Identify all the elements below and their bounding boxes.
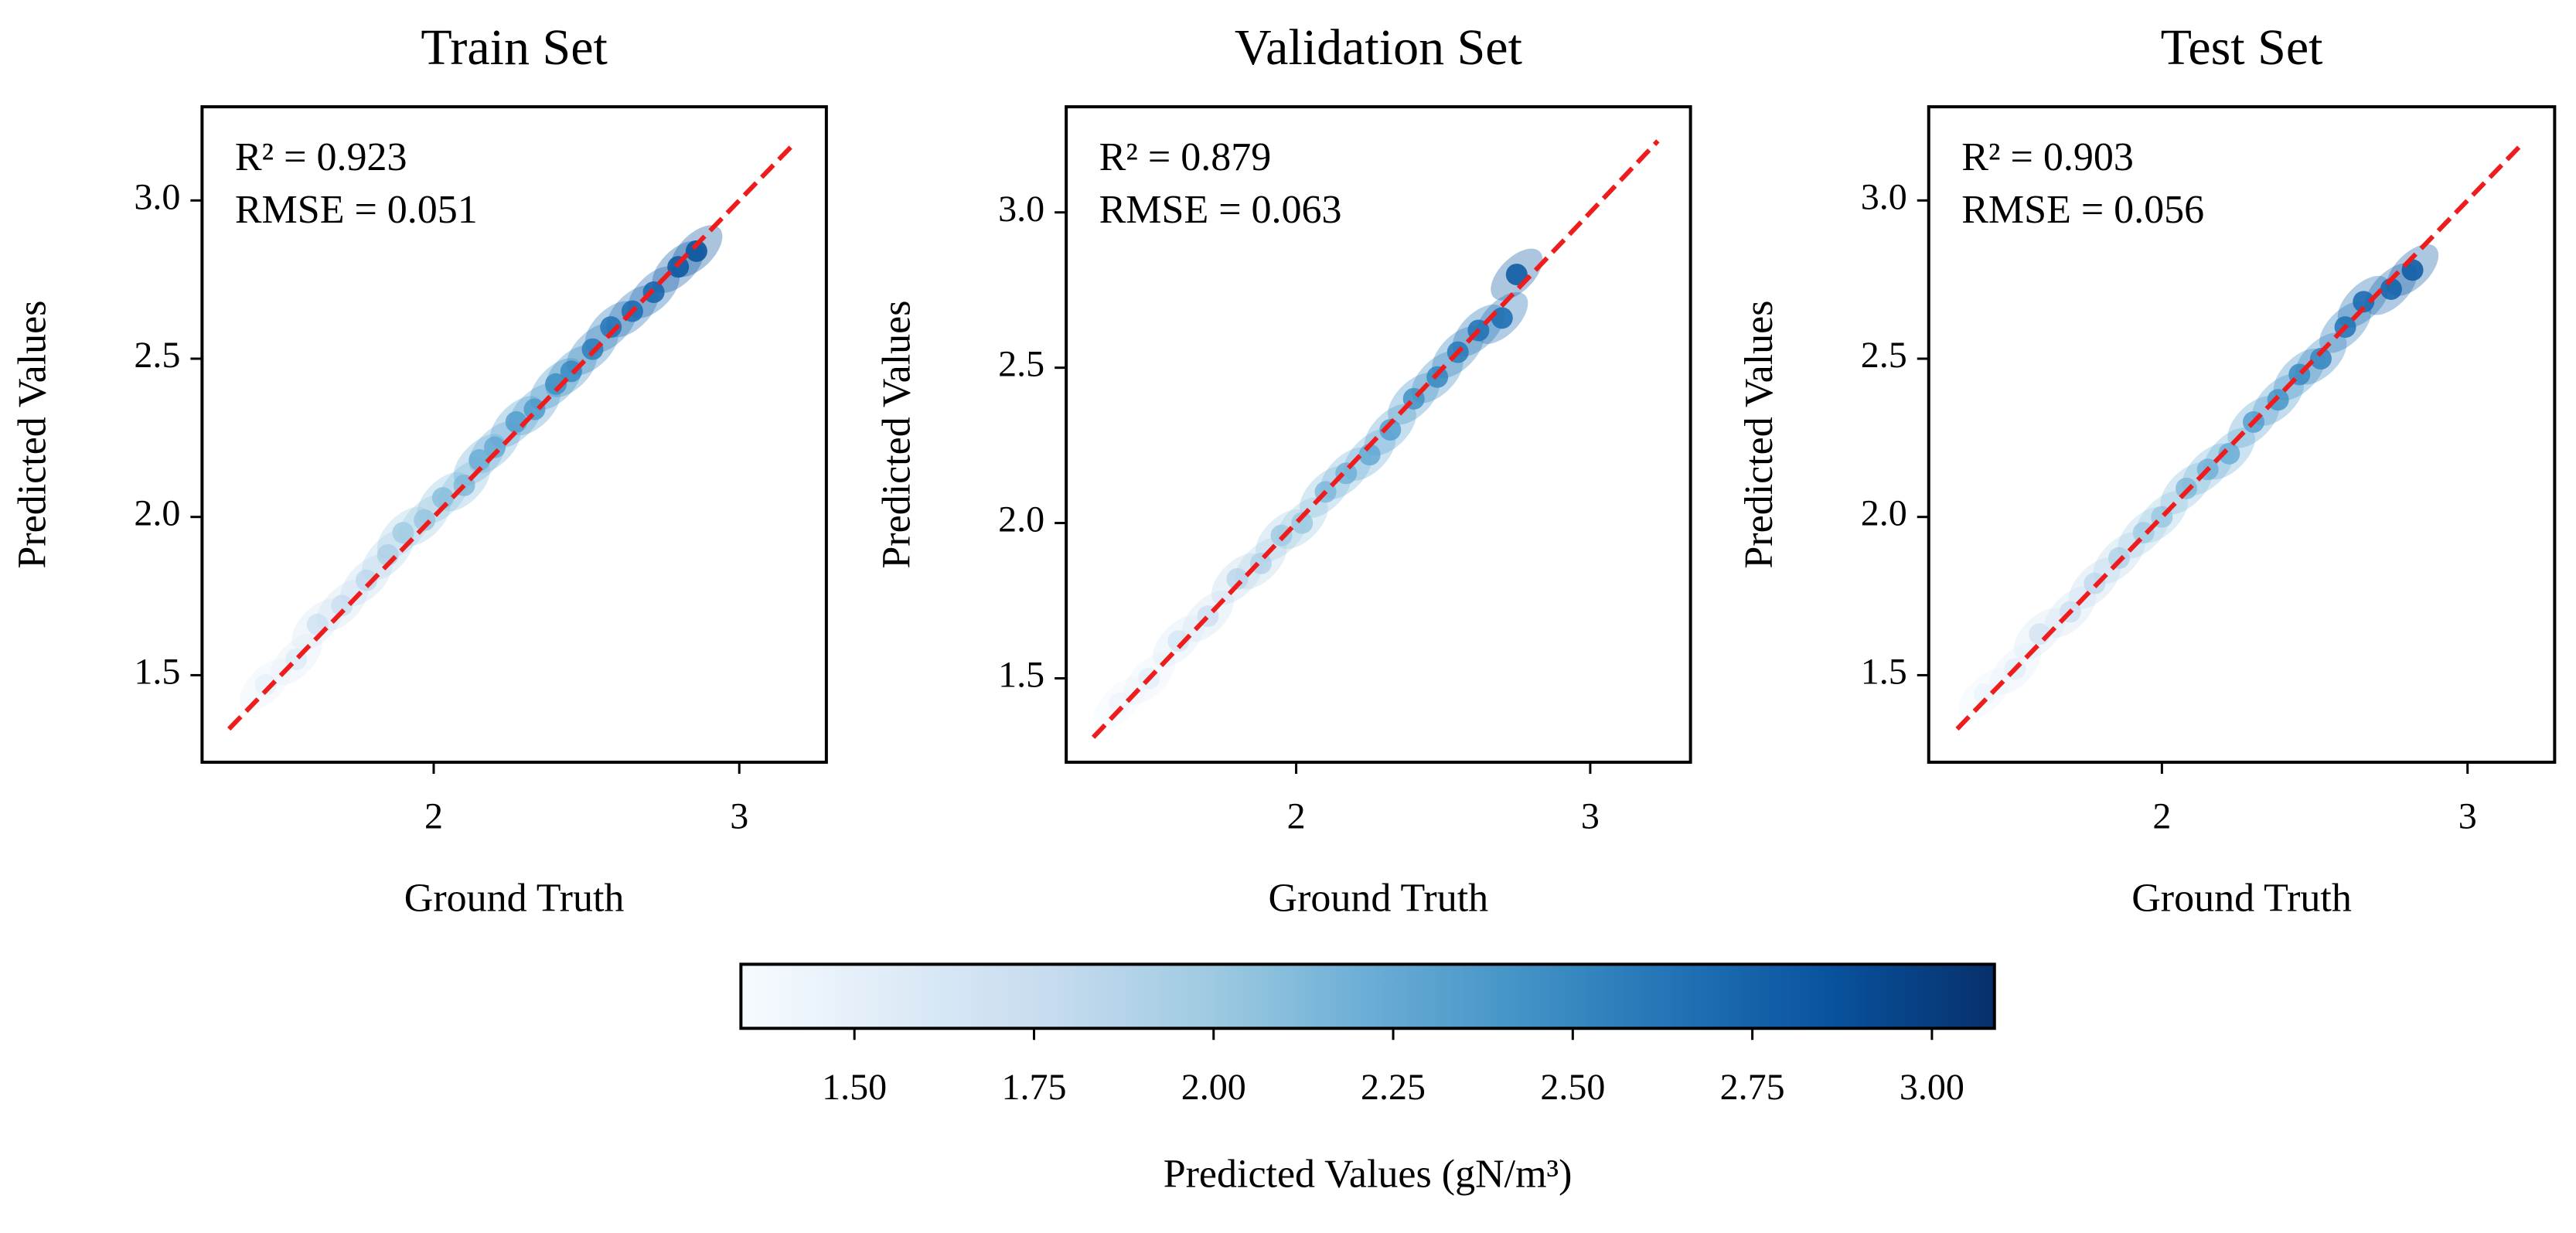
y-tick-label: 2.0 — [1861, 493, 1907, 534]
x-tick-label: 2 — [1287, 795, 1306, 836]
plot-area — [1091, 139, 1660, 739]
axes-frame — [200, 105, 828, 764]
colorbar-label: Predicted Values (gN/m³) — [1164, 1153, 1573, 1197]
axes-frame — [1927, 105, 2557, 764]
y-tick-label: 3.0 — [134, 176, 180, 217]
colorbar-tick-label: 2.50 — [1540, 1067, 1605, 1108]
colorbar-tick-label: 1.50 — [822, 1067, 887, 1108]
colorbar-tick-label: 1.75 — [1001, 1067, 1066, 1108]
colorbar-tick-label: 2.25 — [1361, 1067, 1426, 1108]
annotation: R² = 0.923 — [235, 135, 407, 179]
scatter-point — [331, 594, 353, 617]
scatter-point — [505, 410, 527, 433]
x-tick-label: 3 — [1581, 795, 1600, 836]
y-tick-label: 2.0 — [998, 499, 1044, 540]
panel-title: Test Set — [2161, 19, 2323, 76]
annotation: RMSE = 0.056 — [1961, 188, 2204, 232]
y-tick-label: 2.5 — [1861, 335, 1907, 376]
scatter-point — [1291, 512, 1314, 534]
scatter-point — [469, 449, 491, 472]
y-axis-label: Predicted Values — [1737, 301, 1781, 569]
y-tick-label: 3.0 — [1861, 176, 1907, 217]
scatter-point — [545, 373, 567, 395]
colorbar-tick-label: 3.00 — [1900, 1067, 1964, 1108]
scatter-point — [2380, 278, 2402, 300]
scatter-point — [414, 509, 436, 531]
scatter-point — [2353, 291, 2375, 313]
scatter-point — [1226, 567, 1249, 590]
scatter-point — [685, 240, 707, 262]
panel-title: Train Set — [421, 19, 607, 76]
y-tick-label: 2.5 — [998, 344, 1044, 385]
reference-line — [227, 141, 796, 731]
y-tick-label: 2.5 — [134, 335, 180, 376]
x-tick-label: 2 — [424, 795, 443, 836]
scatter-point — [356, 569, 378, 591]
axes-frame — [1065, 105, 1692, 764]
annotation: RMSE = 0.063 — [1099, 188, 1342, 232]
plot-area — [227, 141, 796, 731]
x-tick-label: 2 — [2152, 795, 2171, 836]
scatter-point — [1109, 692, 1131, 714]
x-tick-label: 3 — [730, 795, 748, 836]
scatter-point — [392, 522, 414, 544]
scatter-point — [600, 316, 622, 339]
x-tick-label: 3 — [2458, 795, 2477, 836]
scatter-point — [1379, 419, 1402, 441]
y-axis-label: Predicted Values — [11, 301, 55, 569]
scatter-point — [1974, 683, 1996, 705]
reference-line — [1091, 139, 1660, 739]
panel-title: Validation Set — [1235, 19, 1522, 76]
y-tick-label: 1.5 — [134, 651, 180, 692]
y-tick-label: 1.5 — [1861, 651, 1907, 692]
annotation: R² = 0.879 — [1099, 135, 1272, 179]
colorbar — [739, 962, 1996, 1030]
scatter-point — [431, 487, 454, 509]
scatter-point — [1167, 630, 1190, 652]
x-axis-label: Ground Truth — [1269, 877, 1489, 921]
x-axis-label: Ground Truth — [404, 877, 625, 921]
reference-line — [1955, 141, 2525, 731]
x-axis-label: Ground Truth — [2131, 877, 2352, 921]
colorbar-tick-label: 2.75 — [1720, 1067, 1785, 1108]
colorbar-tick-label: 2.00 — [1181, 1067, 1246, 1108]
y-tick-label: 3.0 — [998, 189, 1044, 230]
y-tick-label: 2.0 — [134, 493, 180, 534]
y-tick-label: 1.5 — [998, 655, 1044, 696]
annotation: R² = 0.903 — [1961, 135, 2134, 179]
scatter-point — [484, 436, 506, 458]
plot-area — [1955, 141, 2525, 731]
scatter-point — [2218, 442, 2240, 465]
scatter-point — [1505, 264, 1528, 286]
scatter-point — [254, 673, 277, 696]
y-axis-label: Predicted Values — [874, 301, 918, 569]
scatter-point — [2309, 348, 2332, 370]
scatter-point — [1358, 444, 1381, 466]
annotation: RMSE = 0.051 — [235, 188, 478, 232]
